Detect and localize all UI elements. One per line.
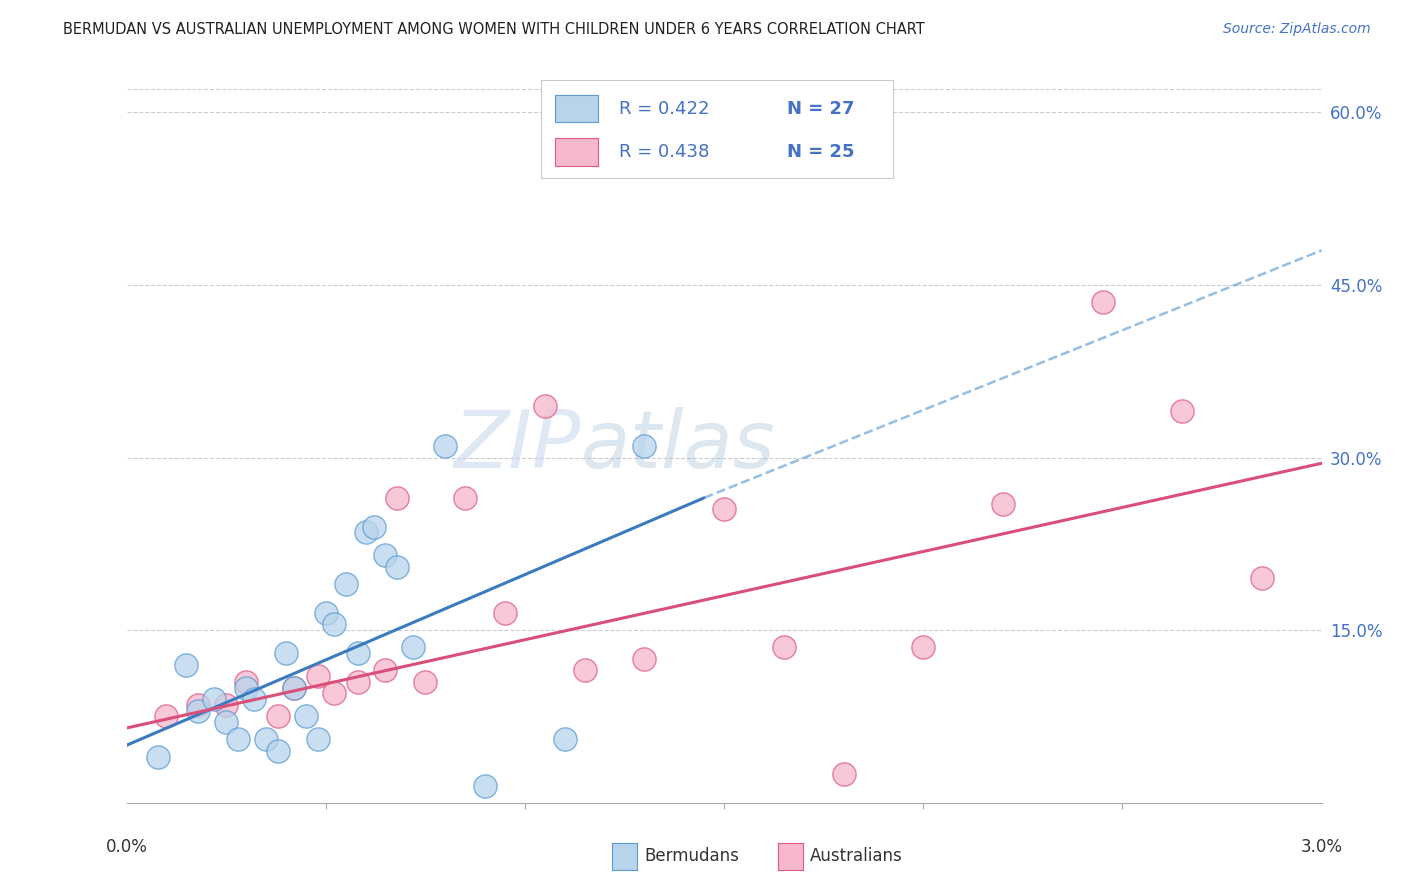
Text: Source: ZipAtlas.com: Source: ZipAtlas.com (1223, 22, 1371, 37)
Point (283, 681, 305, 695)
Text: N = 27: N = 27 (787, 100, 855, 118)
Point (335, 577, 357, 591)
Text: ZIP: ZIP (453, 407, 581, 485)
Point (387, 559, 409, 574)
Text: 3.0%: 3.0% (1301, 838, 1343, 856)
Point (187, 698, 209, 712)
Point (363, 519, 385, 533)
Point (387, 491, 409, 505)
Text: Australians: Australians (810, 847, 903, 865)
Point (991, 497, 1014, 511)
Point (254, 732, 277, 747)
Point (354, 525, 377, 540)
Point (346, 675, 368, 690)
Point (215, 715, 238, 730)
Point (374, 549, 396, 563)
Point (413, 675, 436, 690)
Point (307, 669, 329, 683)
Text: 0.0%: 0.0% (105, 838, 148, 856)
Point (215, 698, 238, 712)
Text: N = 25: N = 25 (787, 143, 855, 161)
Point (1171, 404, 1194, 418)
Point (1251, 571, 1274, 585)
FancyBboxPatch shape (555, 138, 598, 166)
Point (554, 732, 576, 747)
Point (174, 657, 197, 672)
Point (374, 664, 396, 678)
Point (243, 692, 266, 706)
Point (283, 681, 305, 695)
Point (773, 640, 796, 655)
Point (294, 709, 316, 723)
Point (474, 779, 496, 793)
Point (202, 692, 225, 706)
Point (315, 606, 337, 620)
Point (454, 491, 477, 505)
Point (633, 652, 655, 666)
Point (322, 617, 344, 632)
Point (155, 709, 177, 723)
Point (574, 664, 596, 678)
Text: R = 0.438: R = 0.438 (619, 143, 709, 161)
Point (274, 646, 297, 660)
Point (534, 399, 557, 413)
Point (322, 686, 344, 700)
Point (912, 640, 935, 655)
Point (267, 744, 290, 758)
Text: R = 0.422: R = 0.422 (619, 100, 709, 118)
Point (267, 709, 290, 723)
Point (1091, 295, 1114, 310)
Point (402, 640, 425, 655)
Point (235, 681, 257, 695)
Text: BERMUDAN VS AUSTRALIAN UNEMPLOYMENT AMONG WOMEN WITH CHILDREN UNDER 6 YEARS CORR: BERMUDAN VS AUSTRALIAN UNEMPLOYMENT AMON… (63, 22, 925, 37)
Point (226, 732, 249, 747)
Point (307, 732, 329, 747)
Point (633, 439, 655, 453)
Point (346, 646, 368, 660)
FancyBboxPatch shape (555, 95, 598, 122)
Point (494, 606, 516, 620)
Text: Bermudans: Bermudans (644, 847, 738, 865)
Point (434, 439, 457, 453)
Point (235, 675, 257, 690)
Point (187, 704, 209, 718)
Point (713, 502, 735, 516)
Point (832, 767, 855, 781)
Text: atlas: atlas (581, 407, 776, 485)
Point (148, 749, 170, 764)
